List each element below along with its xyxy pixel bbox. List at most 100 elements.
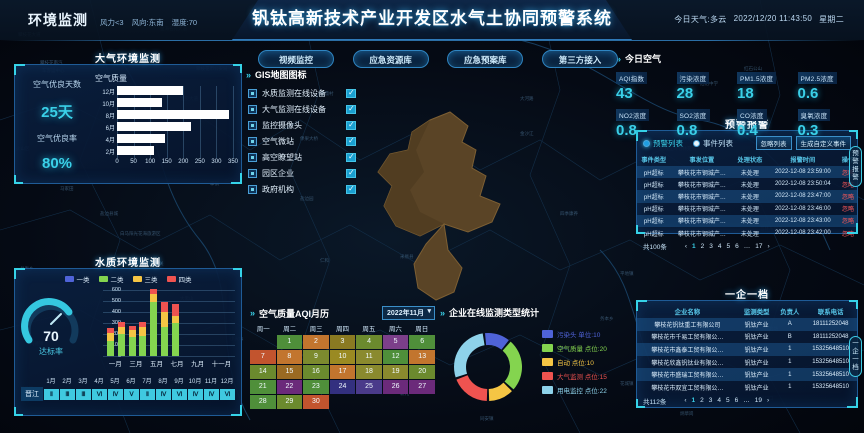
donut-slice[interactable] <box>456 375 488 401</box>
pager-page[interactable]: 4 <box>717 242 722 250</box>
nav-button-third-party[interactable]: 第三方接入 <box>541 50 618 68</box>
pager-page[interactable]: 3 <box>709 242 713 250</box>
warning-ignore-action[interactable]: 忽略 <box>841 182 854 189</box>
calendar-day-cell[interactable]: 10 <box>329 350 356 364</box>
calendar-day-cell[interactable]: 5 <box>382 335 409 349</box>
calendar-day-cell[interactable]: 24 <box>329 380 356 394</box>
create-custom-event-button[interactable]: 生成自定义事件 <box>795 136 851 150</box>
nav-button-emergency-plans[interactable]: 应急预案库 <box>447 50 524 68</box>
calendar-day-cell[interactable]: 13 <box>409 350 435 364</box>
table-row[interactable]: pH超标 攀枝花市钢城产… 未处理 2022-12-08 23:50:04 忽略 <box>637 178 857 190</box>
calendar-day-cell[interactable]: 23 <box>303 380 329 394</box>
calendar-day-cell[interactable]: 11 <box>356 350 382 364</box>
gis-layer-item-3[interactable]: 空气微站 <box>246 133 358 149</box>
calendar-day-cell[interactable]: 7 <box>250 350 276 364</box>
calendar-day-cell[interactable]: 30 <box>303 395 329 409</box>
table-row[interactable]: 攀枝花钒钛重工有限公司 钒钛产业 A 18111252048 <box>637 318 857 331</box>
pager-page[interactable]: 5 <box>726 397 730 405</box>
pager-page[interactable]: 5 <box>726 242 731 250</box>
pager-page[interactable]: 17 <box>755 242 763 250</box>
tab-warning-list[interactable]: 预警列表 <box>643 138 683 149</box>
month-select[interactable]: 2022年11月 <box>382 306 435 320</box>
calendar-day-cell[interactable]: 27 <box>409 380 435 394</box>
calendar-day-cell[interactable]: 2 <box>303 335 329 349</box>
layer-toggle-checkbox[interactable] <box>346 184 356 194</box>
calendar-day-cell[interactable]: 28 <box>250 395 276 409</box>
calendar-day-cell[interactable]: 25 <box>356 380 382 394</box>
calendar-day-cell[interactable]: 20 <box>409 365 435 379</box>
pager-page[interactable]: 3 <box>708 397 713 405</box>
layer-toggle-checkbox[interactable] <box>346 152 356 162</box>
calendar-day-cell[interactable]: 15 <box>276 365 303 379</box>
pager-prev[interactable]: ‹ <box>684 242 688 250</box>
calendar-day-cell[interactable]: 1 <box>276 335 303 349</box>
table-row[interactable]: 攀枝花市鑫泰工贸有限公… 钒钛产业 1 15325648510 <box>637 343 857 356</box>
calendar-day-cell[interactable]: 19 <box>382 365 409 379</box>
water-legend-item-2[interactable]: 三类 <box>132 274 158 284</box>
donut-slice[interactable] <box>502 341 522 390</box>
table-row[interactable]: 攀枝花市盛瑞工贸有限公… 钒钛产业 1 15325648510 <box>637 368 857 381</box>
donut-legend-item-1[interactable]: 空气质量 点位:20 <box>542 343 607 353</box>
table-row[interactable]: 攀枝花欣鑫钒钛业有限公… 钒钛产业 1 15325648510 <box>637 356 857 369</box>
pager-page[interactable]: 1 <box>691 397 696 405</box>
pager-next[interactable]: › <box>767 397 770 405</box>
donut-slice[interactable] <box>485 333 509 350</box>
calendar-day-cell[interactable]: 26 <box>382 380 409 394</box>
table-row[interactable]: pH超标 攀枝花市钢城产… 未处理 2022-12-08 23:47:00 忽略 <box>637 190 857 203</box>
donut-legend-item-2[interactable]: 自动 点位:10 <box>542 357 607 367</box>
calendar-day-cell[interactable]: 18 <box>356 365 382 379</box>
nav-button-video-monitor[interactable]: 视频监控 <box>258 50 334 68</box>
water-legend-item-1[interactable]: 二类 <box>98 274 124 284</box>
pager-page[interactable]: … <box>743 242 751 250</box>
calendar-day-cell[interactable]: 8 <box>276 350 303 364</box>
table-row[interactable]: pH超标 攀枝花市钢城产… 未处理 2022-12-08 23:59:00 忽略 <box>637 166 857 179</box>
calendar-day-cell[interactable]: 9 <box>303 350 329 364</box>
pager-page[interactable]: 19 <box>754 397 763 405</box>
table-row[interactable]: pH超标 攀枝花市钢城产… 未处理 2022-12-08 23:46:00 忽略 <box>637 203 857 215</box>
water-legend-item-0[interactable]: 一类 <box>64 274 90 284</box>
calendar-day-cell[interactable]: 6 <box>409 335 435 349</box>
pager-page[interactable]: 6 <box>735 242 739 250</box>
gis-layer-item-0[interactable]: 水质监测在线设备 <box>246 85 358 101</box>
warning-ignore-action[interactable]: 忽略 <box>841 231 854 238</box>
gis-layer-item-6[interactable]: 政府机构 <box>246 181 358 197</box>
warning-ignore-action[interactable]: 忽略 <box>838 190 857 203</box>
tab-event-list[interactable]: 事件列表 <box>693 138 733 149</box>
calendar-day-cell[interactable]: 17 <box>329 365 356 379</box>
calendar-day-cell[interactable]: 29 <box>276 395 303 409</box>
warning-ignore-action[interactable]: 忽略 <box>841 207 854 214</box>
pager-next[interactable]: › <box>767 242 770 250</box>
table-row[interactable]: 攀枝花市双宜工贸有限公… 钒钛产业 1 15325648510 <box>637 381 857 394</box>
pager-page[interactable]: 2 <box>700 397 704 405</box>
donut-slice[interactable] <box>488 382 512 401</box>
calendar-day-cell[interactable]: 12 <box>382 350 409 364</box>
layer-toggle-checkbox[interactable] <box>346 104 356 114</box>
gis-layer-item-1[interactable]: 大气监测在线设备 <box>246 101 358 117</box>
gis-layer-item-5[interactable]: 园区企业 <box>246 165 358 181</box>
calendar-day-cell[interactable]: 16 <box>303 365 329 379</box>
warning-ignore-action[interactable]: 忽略 <box>838 214 857 227</box>
donut-legend-item-4[interactable]: 用电监控 点位:22 <box>542 385 607 395</box>
calendar-day-cell[interactable]: 21 <box>250 380 276 394</box>
pager-page[interactable]: … <box>743 397 750 405</box>
table-row[interactable]: pH超标 攀枝花市钢城产… 未处理 2022-12-08 23:42:00 忽略 <box>637 227 857 239</box>
layer-toggle-checkbox[interactable] <box>346 120 356 130</box>
layer-toggle-checkbox[interactable] <box>346 168 356 178</box>
pager-page[interactable]: 6 <box>734 397 739 405</box>
table-row[interactable]: 攀枝花市千易工贸有限公… 钒钛产业 B 18111252048 <box>637 331 857 344</box>
water-legend-item-3[interactable]: 四类 <box>166 274 192 284</box>
table-row[interactable]: pH超标 攀枝花市钢城产… 未处理 2022-12-08 23:43:00 忽略 <box>637 214 857 227</box>
calendar-day-cell[interactable]: 22 <box>276 380 303 394</box>
ignore-list-button[interactable]: 忽略列表 <box>755 136 792 150</box>
calendar-day-cell[interactable]: 14 <box>250 365 276 379</box>
donut-legend-item-0[interactable]: 污染头 单位:10 <box>542 329 607 339</box>
calendar-day-cell[interactable]: 4 <box>356 335 382 349</box>
side-tab-warning[interactable]: 预警报警 <box>849 146 862 187</box>
donut-slice[interactable] <box>454 333 485 378</box>
pager-page[interactable]: 2 <box>700 242 705 250</box>
pager-prev[interactable]: ‹ <box>684 397 687 405</box>
gis-layer-item-2[interactable]: 监控摄像头 <box>246 117 358 133</box>
pager-page[interactable]: 4 <box>717 397 722 405</box>
layer-toggle-checkbox[interactable] <box>346 88 356 98</box>
calendar-day-cell[interactable]: 3 <box>329 335 356 349</box>
